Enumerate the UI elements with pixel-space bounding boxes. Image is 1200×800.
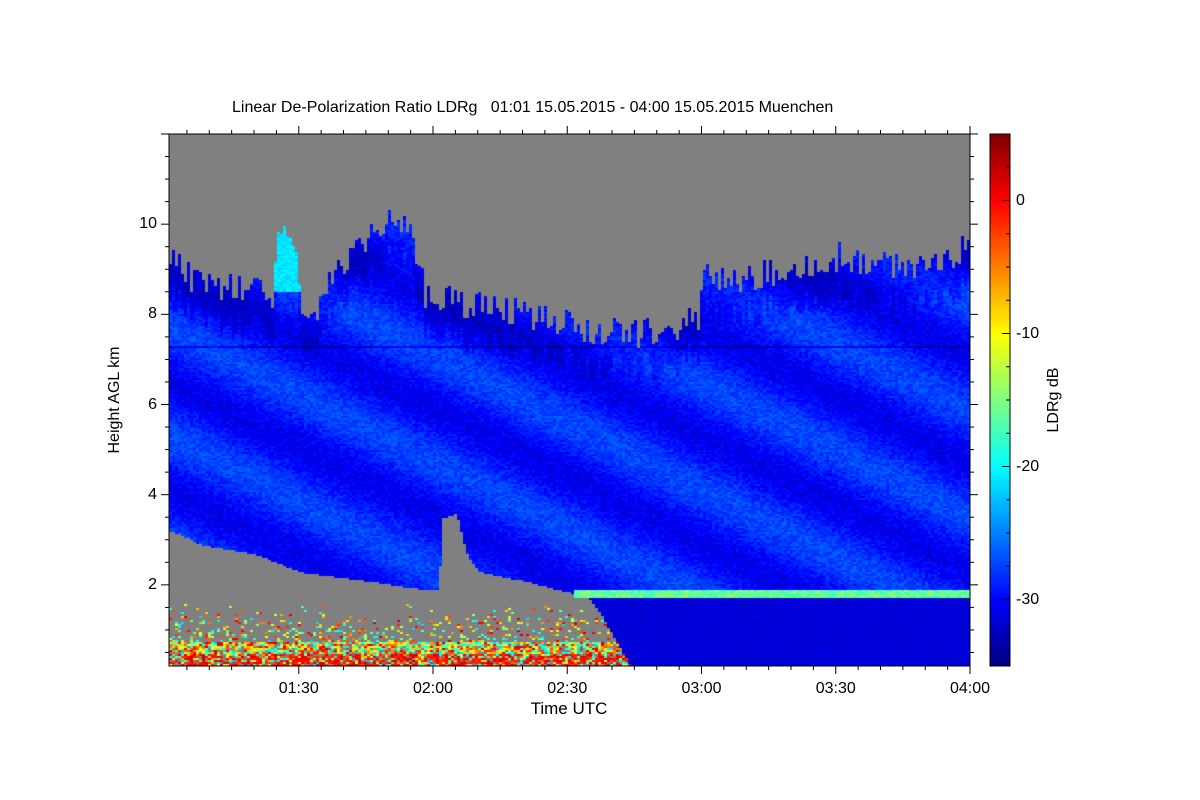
y-tick-label: 2 xyxy=(148,575,157,593)
x-tick-label: 02:00 xyxy=(412,680,454,697)
y-tick-label: 10 xyxy=(139,215,157,233)
y-tick-label: 8 xyxy=(148,305,157,323)
x-tick-label: 03:30 xyxy=(815,680,856,697)
x-tick-label: 03:00 xyxy=(681,680,722,697)
colorbar xyxy=(990,134,1010,666)
y-axis-label: Height AGL km xyxy=(106,346,123,454)
x-tick-label: 04:00 xyxy=(949,680,991,697)
chart-title: Linear De-Polarization Ratio LDRg 01:01 … xyxy=(232,99,834,116)
colorbar-tick-label: 0 xyxy=(1016,191,1025,209)
x-tick-label: 01:30 xyxy=(278,680,319,697)
x-axis-label: Time UTC xyxy=(530,699,608,718)
x-tick-label: 02:30 xyxy=(547,680,588,697)
colorbar-tick-label: -10 xyxy=(1016,324,1040,342)
colorbar-tick-label: -30 xyxy=(1016,590,1040,608)
colorbar-tick-label: -20 xyxy=(1016,457,1040,475)
ldr-heatmap xyxy=(169,134,970,666)
colorbar-label: LDRg dB xyxy=(1045,367,1062,433)
plot-frame xyxy=(168,133,971,667)
y-tick-label: 4 xyxy=(148,485,157,503)
y-tick-label: 6 xyxy=(148,395,157,413)
